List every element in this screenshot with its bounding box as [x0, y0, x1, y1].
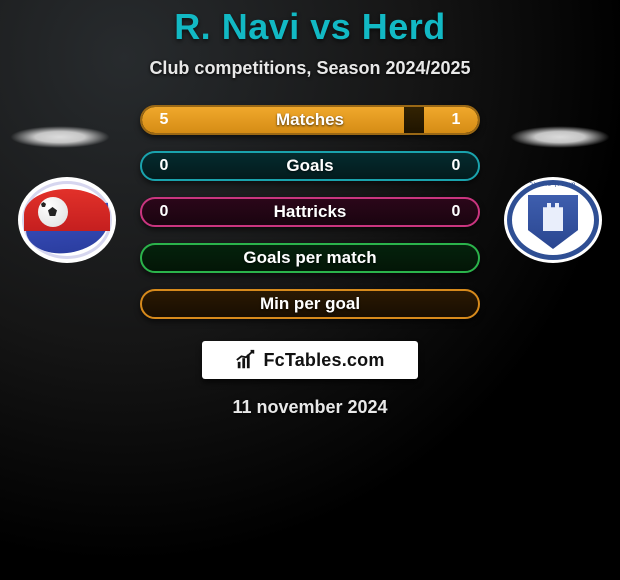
crest-shadow-right	[510, 126, 610, 148]
stat-row-goals: 00Goals	[140, 151, 480, 181]
stat-row-hattricks: 00Hattricks	[140, 197, 480, 227]
player-crest-right: מועדון כדורגל	[504, 177, 602, 267]
stat-label: Matches	[142, 107, 478, 133]
stat-label: Goals per match	[142, 245, 478, 271]
stat-row-matches: 51Matches	[140, 105, 480, 135]
stat-label: Goals	[142, 153, 478, 179]
stat-row-gpm: Goals per match	[140, 243, 480, 273]
crest-shadow-left	[10, 126, 110, 148]
attribution-text: FcTables.com	[263, 350, 384, 371]
date: 11 november 2024	[0, 397, 620, 418]
stat-row-mpg: Min per goal	[140, 289, 480, 319]
attribution[interactable]: FcTables.com	[202, 341, 418, 379]
chart-icon	[235, 349, 257, 371]
stat-label: Hattricks	[142, 199, 478, 225]
subtitle: Club competitions, Season 2024/2025	[0, 58, 620, 79]
stat-label: Min per goal	[142, 291, 478, 317]
player-crest-left	[18, 177, 116, 267]
stats-bars: 51Matches 00Goals 00Hattricks Goals per mat…	[140, 105, 480, 319]
page-title: R. Navi vs Herd	[0, 0, 620, 48]
